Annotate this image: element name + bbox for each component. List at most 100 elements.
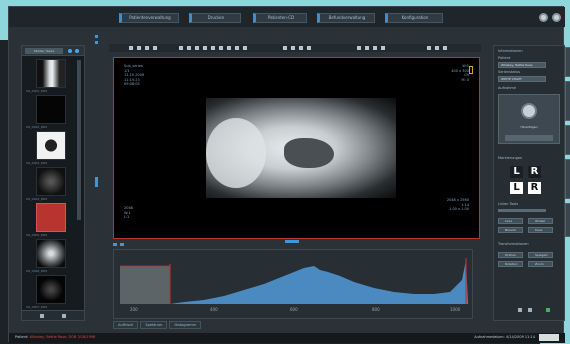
histogram-tabs: Auffrisch Spektrum Histogramm bbox=[113, 321, 202, 329]
thumbnail-image bbox=[36, 275, 66, 304]
invert-icon[interactable] bbox=[243, 46, 247, 50]
info-icon[interactable] bbox=[75, 49, 79, 53]
redo-icon[interactable] bbox=[365, 46, 369, 50]
thumbnail-item[interactable]: CR_0006_DRS bbox=[24, 239, 72, 275]
zoom-tool-icon[interactable] bbox=[145, 46, 149, 50]
select-tool-icon[interactable] bbox=[129, 46, 133, 50]
overlay-line: 09:08:05 bbox=[124, 82, 140, 86]
flip-icon[interactable] bbox=[235, 46, 239, 50]
status-patient-value: Whiskey, Bettie Rose, DOB 3/18/1998 bbox=[29, 335, 96, 339]
thumbnail-item[interactable]: CR_0007_DRS bbox=[24, 275, 72, 311]
viewer-splitter-handle[interactable] bbox=[285, 240, 299, 243]
overlay-line: 2048 x 2560 bbox=[446, 198, 469, 202]
layout-9-icon[interactable] bbox=[211, 46, 215, 50]
xray-abdomen-region bbox=[206, 118, 266, 188]
acquire-button-label[interactable]: Hinzufügen bbox=[520, 125, 538, 129]
acquire-icon[interactable] bbox=[521, 103, 537, 119]
grid-icon[interactable] bbox=[219, 46, 223, 50]
save-icon[interactable] bbox=[435, 46, 439, 50]
layout-4-icon[interactable] bbox=[195, 46, 199, 50]
confirm-icon[interactable] bbox=[546, 308, 550, 312]
status-patient-label: Patient: bbox=[15, 335, 29, 339]
tab-spektrum[interactable]: Spektrum bbox=[140, 321, 168, 329]
histogram-toggle-icon[interactable] bbox=[113, 243, 117, 246]
tab-patientenverwaltung[interactable]: Patientenverwaltung bbox=[119, 13, 179, 23]
thumbnail-label: CR_0007_DRS bbox=[26, 305, 48, 309]
tab-befundverwaltung[interactable]: Befundverwaltung bbox=[317, 13, 375, 23]
series-field[interactable]: WHITE CHAPT bbox=[498, 76, 546, 82]
tab-drucken[interactable]: Drucken bbox=[189, 13, 241, 23]
thumbnail-item[interactable]: CR_0003_DRS bbox=[24, 131, 72, 167]
export-icon[interactable] bbox=[443, 46, 447, 50]
layout-1-icon[interactable] bbox=[179, 46, 183, 50]
quick-section-label: Aufnahme bbox=[498, 86, 516, 90]
thumbnail-item[interactable]: CR_0004_DRS bbox=[24, 167, 72, 203]
line-width-slider[interactable] bbox=[498, 209, 546, 212]
circle-button[interactable]: Kreis bbox=[528, 227, 553, 233]
settings-icon[interactable] bbox=[539, 13, 548, 22]
print-icon[interactable] bbox=[427, 46, 431, 50]
arrow-icon[interactable] bbox=[307, 46, 311, 50]
thumbnail-image bbox=[36, 203, 66, 232]
series-selector[interactable]: Studie / Serie bbox=[25, 48, 63, 54]
thumbnail-label: CR_0005_DRS bbox=[26, 233, 48, 237]
tab-patienten-cd[interactable]: Patienten-CD bbox=[253, 13, 307, 23]
status-patient: Patient: Whiskey, Bettie Rose, DOB 3/18/… bbox=[15, 335, 95, 339]
window-controls bbox=[539, 13, 561, 22]
window-level-icon[interactable] bbox=[153, 46, 157, 50]
angle-button[interactable]: Winkel bbox=[528, 218, 553, 224]
tab-auffrisch[interactable]: Auffrisch bbox=[113, 321, 139, 329]
rotation-button[interactable]: Rotation bbox=[498, 261, 523, 267]
histogram-tick-label: 1000 bbox=[450, 307, 461, 312]
zoom-button[interactable]: Zoom bbox=[528, 261, 553, 267]
crop-icon[interactable] bbox=[381, 46, 385, 50]
rotate-button[interactable]: Drehen bbox=[498, 252, 523, 258]
marker-left-light[interactable]: L bbox=[510, 182, 523, 194]
mirror-button[interactable]: Spiegeln bbox=[528, 252, 553, 258]
layout-6-icon[interactable] bbox=[203, 46, 207, 50]
area-button[interactable]: Bereich bbox=[498, 227, 523, 233]
thumbnail-scrollbar[interactable] bbox=[77, 60, 81, 220]
tab-konfiguration[interactable]: Konfiguration bbox=[385, 13, 443, 23]
text-icon[interactable] bbox=[299, 46, 303, 50]
side-tab-kommentare[interactable] bbox=[565, 125, 570, 155]
line-button[interactable]: Linie bbox=[498, 218, 523, 224]
tab-histogramm[interactable]: Histogramm bbox=[169, 321, 202, 329]
patient-field[interactable]: Whiskey, Bettie Rose bbox=[498, 62, 546, 68]
prev-icon[interactable] bbox=[40, 314, 44, 318]
overlay-line: 11.10.2009 bbox=[124, 73, 145, 77]
thumbnail-item[interactable]: CR_0001_DRS bbox=[24, 59, 72, 95]
side-tab-extras[interactable] bbox=[565, 203, 570, 237]
layout-2-icon[interactable] bbox=[187, 46, 191, 50]
lock-icon[interactable] bbox=[469, 66, 473, 74]
pan-tool-icon[interactable] bbox=[137, 46, 141, 50]
rotate-icon[interactable] bbox=[227, 46, 231, 50]
measure-icon[interactable] bbox=[283, 46, 287, 50]
undo-small-icon[interactable] bbox=[518, 308, 522, 312]
histogram-options-icon[interactable] bbox=[120, 243, 124, 246]
marker-left-dark[interactable]: L bbox=[510, 166, 523, 178]
side-tab-messungen[interactable] bbox=[565, 81, 570, 121]
marker-right-light[interactable]: R bbox=[528, 182, 541, 194]
angle-icon[interactable] bbox=[291, 46, 295, 50]
help-icon[interactable] bbox=[552, 13, 561, 22]
next-icon[interactable] bbox=[62, 314, 66, 318]
undo-icon[interactable] bbox=[357, 46, 361, 50]
expand-icon[interactable] bbox=[95, 41, 98, 44]
thumbnail-item[interactable]: CR_0002_DRS bbox=[24, 95, 72, 131]
panel-resize-handle[interactable] bbox=[95, 177, 98, 187]
image-viewport[interactable]: Sub_series 1/1 11.10.2009 11:15:23 09:08… bbox=[113, 57, 480, 239]
thumbnail-item-selected[interactable]: CR_0005_DRS bbox=[24, 203, 72, 239]
collapse-icon[interactable] bbox=[95, 35, 98, 38]
reset-icon[interactable] bbox=[373, 46, 377, 50]
refresh-icon[interactable] bbox=[68, 49, 72, 53]
histogram-panel[interactable]: 200 400 600 800 1000 bbox=[113, 249, 473, 319]
marker-right-dark[interactable]: R bbox=[528, 166, 541, 178]
side-tab-mess-tools[interactable] bbox=[565, 159, 570, 199]
viewer-toolbar bbox=[109, 44, 481, 52]
section-info-title: Informationen bbox=[498, 49, 523, 53]
overlay-bottom-left: 2048 W:1 L:1 bbox=[124, 206, 133, 220]
redo-small-icon[interactable] bbox=[528, 308, 532, 312]
side-tab-bildbearbeitung[interactable] bbox=[565, 47, 570, 77]
overlay-line: M: 0 bbox=[461, 77, 469, 82]
